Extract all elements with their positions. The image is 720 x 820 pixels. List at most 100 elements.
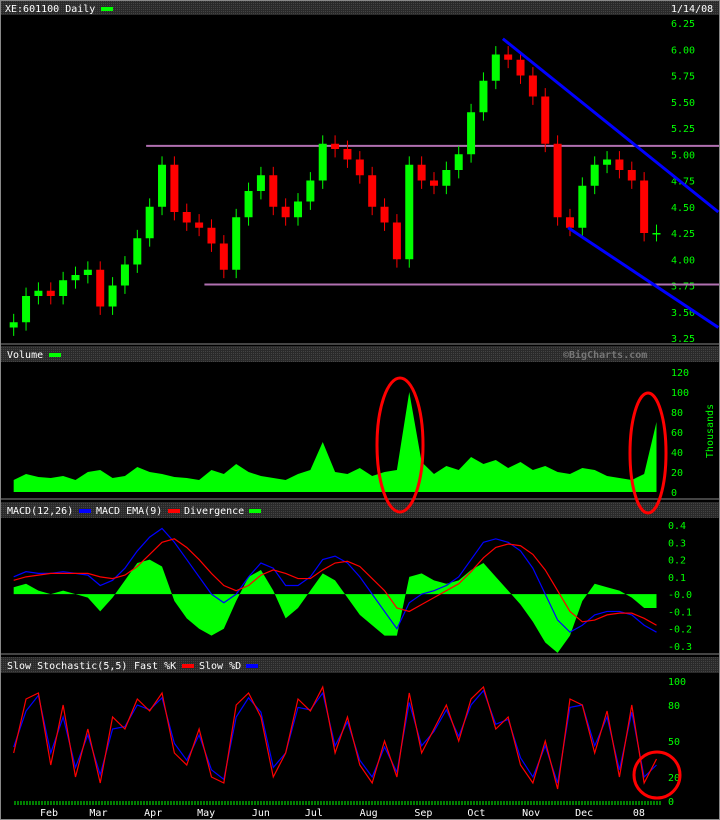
candle-body [380, 206, 389, 223]
price-tick-label: 5.25 [671, 124, 695, 135]
candle-body [429, 180, 438, 186]
volume-tick-label: 0 [671, 488, 677, 499]
price-tick-label: 3.75 [671, 282, 695, 293]
macd-header [1, 502, 719, 518]
price-tick-label: 6.00 [671, 45, 695, 56]
macd-tick-label: -0.2 [668, 625, 692, 636]
stoch-k-swatch [182, 664, 194, 668]
x-axis-label: Jun [252, 808, 270, 819]
macd-tick-label: 0.4 [668, 521, 686, 532]
candle-body [528, 75, 537, 97]
x-axis-label: Oct [467, 808, 485, 819]
candle-body [46, 290, 55, 296]
candle-body [615, 159, 624, 170]
candle-body [331, 143, 340, 149]
candle-body [34, 290, 43, 296]
stochastic-title: Slow Stochastic(5,5) [7, 661, 127, 672]
price-tick-label: 5.75 [671, 72, 695, 83]
price-tick-label: 3.25 [671, 334, 695, 345]
candle-body [355, 159, 364, 176]
candle-body [83, 269, 92, 275]
volume-tick-label: 60 [671, 428, 683, 439]
candle-body [207, 227, 216, 244]
candle-body [516, 59, 525, 76]
stoch-d-swatch [246, 664, 258, 668]
candle-body [269, 175, 278, 207]
macd-legend-swatch [79, 509, 91, 513]
volume-title: Volume [7, 350, 43, 361]
candle-body [306, 180, 315, 202]
volume-tick-label: 20 [671, 468, 683, 479]
volume-tick-label: 100 [671, 388, 689, 399]
chart-date: 1/14/08 [671, 4, 713, 15]
candle-body [454, 154, 463, 170]
candle-body [565, 217, 574, 228]
candle-body [392, 222, 401, 260]
macd-tick-label: 0.3 [668, 538, 686, 549]
stoch-tick-label: 80 [668, 701, 680, 712]
macd-tick-label: -0.1 [668, 607, 692, 618]
stoch-tick-label: 100 [668, 677, 686, 688]
price-tick-label: 4.25 [671, 229, 695, 240]
macd-tick-label: -0.3 [668, 642, 692, 653]
candle-body [22, 296, 31, 323]
price-tick-label: 3.50 [671, 308, 695, 319]
volume-tick-label: 80 [671, 408, 683, 419]
x-axis-label: Sep [414, 808, 432, 819]
candle-body [170, 164, 179, 212]
x-axis-label: Feb [40, 808, 58, 819]
price-tick-label: 5.00 [671, 150, 695, 161]
divergence-histogram [13, 559, 657, 653]
candle-body [96, 269, 105, 307]
volume-tick-label: 40 [671, 448, 683, 459]
stoch-d-legend: Slow %D [199, 661, 241, 672]
price-legend-swatch [101, 7, 113, 11]
x-axis-label: Mar [89, 808, 107, 819]
x-axis-label: Aug [360, 808, 378, 819]
candle-body [578, 185, 587, 228]
macd-tick-label: 0.1 [668, 573, 686, 584]
candle-body [120, 264, 129, 286]
price-tick-label: 5.50 [671, 98, 695, 109]
candle-body [256, 175, 265, 191]
candle-body [59, 280, 68, 296]
candle-body [603, 159, 612, 165]
candle-body [133, 238, 142, 265]
volume-ylabel: Thousands [705, 404, 716, 458]
chart-title: XE:601100 Daily [5, 4, 95, 15]
candle-body [71, 275, 80, 281]
macd-tick-label: -0.0 [668, 590, 692, 601]
candle-body [9, 322, 18, 328]
x-axis-label: Apr [144, 808, 162, 819]
candle-body [318, 143, 327, 181]
volume-header [1, 346, 719, 362]
candle-body [244, 191, 253, 218]
candle-body [145, 206, 154, 239]
highlight-circle [632, 750, 682, 800]
candle-body [182, 212, 191, 223]
volume-area [13, 392, 657, 492]
trend-line [501, 37, 719, 214]
candle-body [368, 175, 377, 207]
candle-body [158, 164, 167, 207]
highlight-circle [375, 376, 425, 514]
candle-body [417, 164, 426, 181]
x-axis-label: 08 [633, 808, 645, 819]
stoch-tick-label: 20 [668, 773, 680, 784]
macd-ema-line [13, 538, 657, 626]
macd-legend-macd: MACD EMA(9) [96, 506, 162, 517]
candle-body [108, 285, 117, 307]
stochastic-header [1, 657, 719, 673]
stoch-k-line [13, 685, 658, 790]
candle-body [467, 112, 476, 155]
candle-body [479, 80, 488, 113]
candle-body [541, 96, 550, 144]
stoch-tick-label: 0 [668, 797, 674, 808]
macd-line [13, 527, 657, 633]
price-tick-label: 6.25 [671, 19, 695, 30]
candle-body [343, 149, 352, 160]
divergence-legend: Divergence [184, 506, 244, 517]
candle-body [219, 243, 228, 270]
